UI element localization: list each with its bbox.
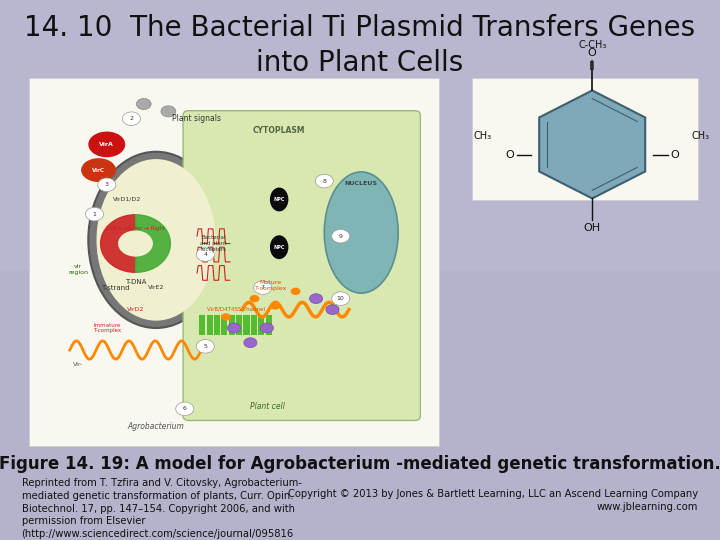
Text: O: O: [670, 150, 679, 160]
Circle shape: [86, 207, 104, 221]
Text: Bacterial
and plant
receptors: Bacterial and plant receptors: [200, 235, 227, 252]
Text: 1: 1: [93, 212, 96, 217]
FancyBboxPatch shape: [183, 111, 420, 421]
Circle shape: [244, 338, 257, 348]
Circle shape: [253, 281, 271, 294]
Text: CH₃: CH₃: [474, 131, 492, 141]
Circle shape: [122, 112, 140, 125]
Circle shape: [161, 106, 176, 117]
Text: ||: ||: [590, 61, 595, 70]
Bar: [214, 315, 220, 335]
Text: 10: 10: [337, 296, 345, 301]
Circle shape: [228, 323, 240, 333]
Text: CYTOPLASM: CYTOPLASM: [253, 126, 305, 135]
Bar: [266, 315, 271, 335]
Circle shape: [197, 340, 215, 353]
Text: 6: 6: [183, 406, 186, 411]
Polygon shape: [539, 91, 645, 199]
Text: 3: 3: [105, 183, 109, 187]
Bar: [472, 78, 698, 200]
Circle shape: [197, 248, 215, 261]
Bar: [199, 315, 205, 335]
Text: Left ← border → Right: Left ← border → Right: [106, 226, 165, 231]
Text: Plant signals: Plant signals: [173, 114, 222, 123]
Ellipse shape: [89, 152, 224, 328]
Text: Copyright © 2013 by Jones & Bartlett Learning, LLC an Ascend Learning Company
ww: Copyright © 2013 by Jones & Bartlett Lea…: [288, 489, 698, 512]
Circle shape: [260, 323, 274, 333]
Text: 4: 4: [203, 252, 207, 257]
Text: Agrobacterium: Agrobacterium: [127, 422, 184, 431]
Circle shape: [326, 305, 339, 315]
Text: NUCLEUS: NUCLEUS: [345, 181, 378, 186]
Text: VirE2: VirE2: [148, 285, 164, 290]
Ellipse shape: [89, 132, 125, 157]
Text: 5: 5: [203, 344, 207, 349]
Text: Immature
T-complex: Immature T-complex: [93, 322, 121, 333]
Bar: [258, 315, 264, 335]
Circle shape: [332, 230, 350, 243]
Text: Vir-: Vir-: [73, 362, 84, 367]
Circle shape: [221, 313, 230, 321]
Circle shape: [291, 288, 300, 295]
Text: Mature
T-complex: Mature T-complex: [255, 280, 287, 291]
Text: Plant cell: Plant cell: [251, 402, 285, 410]
Text: VirB/D4T4SS channel: VirB/D4T4SS channel: [207, 307, 265, 312]
Text: C-CH₃: C-CH₃: [578, 40, 606, 50]
Text: 14. 10  The Bacterial Ti Plasmid Transfers Genes: 14. 10 The Bacterial Ti Plasmid Transfer…: [24, 14, 696, 42]
Circle shape: [310, 294, 323, 303]
Circle shape: [315, 174, 333, 188]
Circle shape: [176, 402, 194, 416]
Polygon shape: [135, 215, 171, 272]
Ellipse shape: [96, 159, 215, 321]
Text: NPC: NPC: [274, 197, 285, 202]
Ellipse shape: [324, 172, 398, 293]
Bar: [251, 315, 257, 335]
Text: T-DNA: T-DNA: [125, 279, 146, 285]
Circle shape: [136, 98, 151, 110]
Text: 7: 7: [261, 285, 265, 290]
Bar: [229, 315, 235, 335]
Text: VirC: VirC: [92, 167, 105, 173]
Text: vir
region: vir region: [68, 264, 88, 275]
Circle shape: [98, 178, 116, 192]
Text: T-strand: T-strand: [101, 285, 129, 291]
Text: VirA: VirA: [99, 142, 114, 147]
Circle shape: [118, 231, 153, 256]
Text: VirD2: VirD2: [127, 307, 144, 312]
Text: OH: OH: [584, 223, 600, 233]
Text: Figure 14. 19: A model for Agrobacterium -mediated genetic transformation.: Figure 14. 19: A model for Agrobacterium…: [0, 455, 720, 472]
Circle shape: [270, 302, 280, 309]
Ellipse shape: [270, 187, 289, 212]
Text: into Plant Cells: into Plant Cells: [256, 49, 464, 77]
Text: 8: 8: [323, 179, 326, 184]
Circle shape: [250, 295, 259, 302]
Bar: [29, 78, 439, 446]
Text: O: O: [588, 48, 597, 58]
Text: NPC: NPC: [274, 245, 285, 249]
Bar: [0, 0, 720, 270]
Bar: [243, 315, 250, 335]
Ellipse shape: [81, 158, 116, 182]
Text: 2: 2: [130, 116, 133, 121]
Text: CH₃: CH₃: [691, 131, 709, 141]
Text: Reprinted from T. Tzfira and V. Citovsky, Agrobacterium-
mediated genetic transf: Reprinted from T. Tzfira and V. Citovsky…: [22, 478, 302, 540]
Ellipse shape: [270, 235, 289, 259]
Text: O: O: [505, 150, 515, 160]
Bar: [221, 315, 228, 335]
Bar: [236, 315, 242, 335]
Text: 9: 9: [338, 234, 343, 239]
Text: VirD1/D2: VirD1/D2: [113, 197, 141, 202]
Circle shape: [332, 292, 350, 306]
Polygon shape: [101, 215, 135, 272]
Bar: [207, 315, 212, 335]
